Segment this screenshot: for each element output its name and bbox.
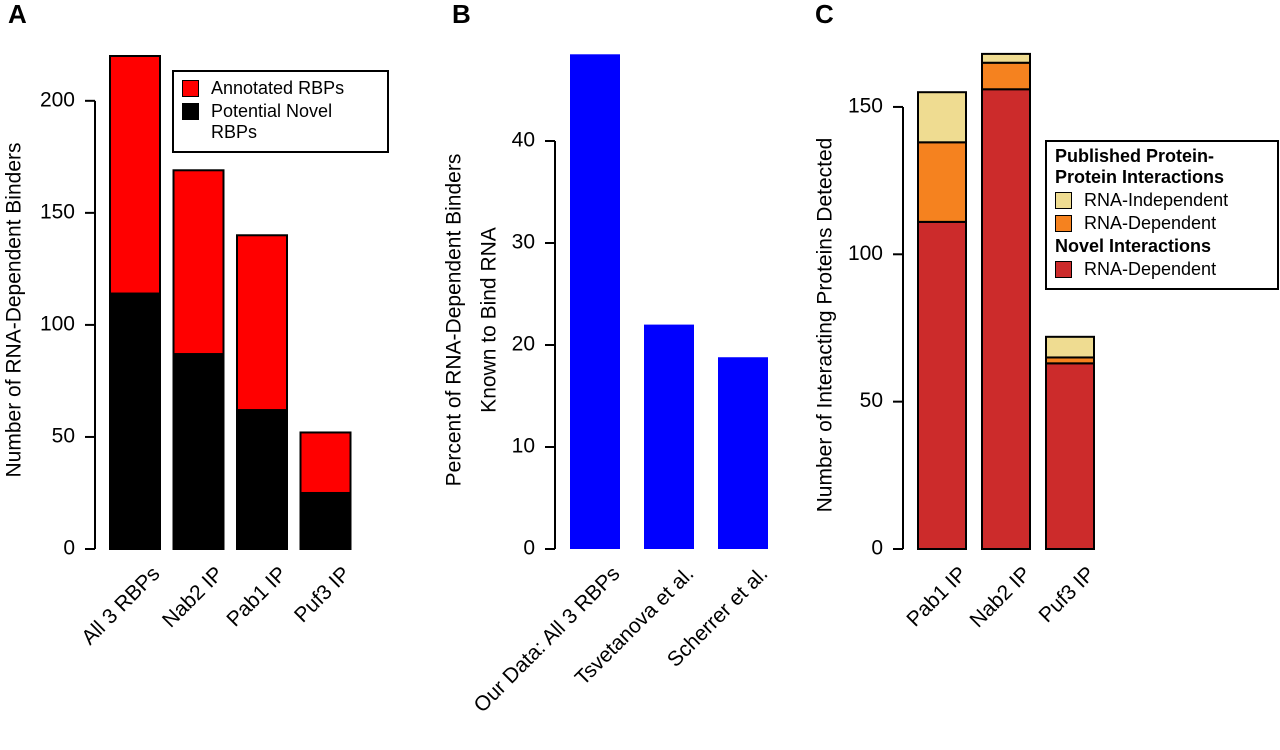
bar-segment — [109, 292, 161, 551]
x-tick-label: All 3 RBPs — [77, 562, 164, 649]
y-tick-label: 20 — [512, 333, 535, 356]
bar-segment — [109, 55, 161, 295]
y-tick-label: 150 — [40, 200, 75, 223]
legend-swatch — [1055, 261, 1072, 278]
y-tick-label: 40 — [512, 129, 535, 152]
panel-label: B — [452, 0, 471, 29]
bar-segment — [1045, 362, 1095, 550]
x-tick-label: Our Data: All 3 RBPs — [470, 562, 625, 717]
y-axis-label: Number of Interacting Proteins Detected — [814, 138, 837, 513]
bar — [718, 357, 768, 549]
bar-segment — [172, 169, 225, 356]
bar-segment — [299, 431, 352, 494]
bar — [644, 324, 694, 549]
legend-label: RNA-Dependent — [1084, 213, 1217, 233]
x-tick-label: Puf3 IP — [290, 562, 355, 627]
legend-swatch — [1055, 215, 1072, 232]
panel-label: A — [8, 0, 27, 29]
bar-segment — [981, 52, 1031, 64]
bar-segment — [172, 353, 225, 551]
x-tick-label: Pab1 IP — [902, 562, 971, 631]
x-tick-label: Puf3 IP — [1034, 562, 1099, 627]
bar-segment — [236, 234, 288, 412]
y-tick-label: 0 — [523, 537, 535, 560]
x-tick-label: Nab2 IP — [966, 562, 1036, 632]
bar-segment — [236, 409, 288, 550]
legend-label: Annotated RBPs — [211, 78, 345, 98]
legend-entry: RNA-Dependent — [1047, 259, 1271, 280]
y-tick-label: 0 — [63, 537, 75, 560]
legend-label: RNA-Independent — [1084, 190, 1229, 210]
y-tick-label: 0 — [871, 537, 883, 560]
y-tick-label: 50 — [860, 389, 883, 412]
y-tick-label: 100 — [40, 312, 75, 335]
legend-heading: Novel Interactions — [1055, 236, 1212, 256]
legend-swatch — [1055, 192, 1072, 209]
x-tick-label: Pab1 IP — [222, 562, 291, 631]
y-axis-label: Known to Bind RNA — [478, 227, 501, 413]
legend-heading: Published Protein-Protein Interactions — [1055, 146, 1225, 187]
bar-segment — [1045, 335, 1095, 359]
bar-segment — [981, 88, 1031, 551]
legend: Published Protein-Protein Interactions RN… — [1045, 140, 1279, 290]
y-axis-label: Number of RNA-Dependent Binders — [3, 143, 26, 478]
x-tick-label: Nab2 IP — [158, 562, 228, 632]
y-tick-label: 150 — [848, 94, 883, 117]
bar-segment — [917, 220, 967, 550]
y-tick-label: 100 — [848, 242, 883, 265]
legend-swatch — [182, 80, 199, 97]
legend-entry: Annotated RBPs — [174, 78, 381, 99]
y-tick-label: 50 — [52, 425, 75, 448]
legend-label: RNA-Dependent — [1084, 259, 1217, 279]
y-tick-label: 200 — [40, 88, 75, 111]
legend-entry: RNA-Dependent — [1047, 213, 1271, 234]
bar-segment — [299, 491, 352, 550]
panel-label: C — [815, 0, 834, 29]
y-tick-label: 30 — [512, 231, 535, 254]
bar-segment — [917, 91, 967, 144]
y-axis-label: Percent of RNA-Dependent Binders — [443, 154, 466, 487]
bar — [570, 54, 620, 550]
legend-label: Potential Novel RBPs — [211, 101, 333, 142]
legend-entry: RNA-Independent — [1047, 190, 1271, 211]
legend-entry: Potential Novel RBPs — [174, 101, 381, 143]
bar-segment — [981, 61, 1031, 91]
y-tick-label: 10 — [512, 435, 535, 458]
bar-segment — [917, 141, 967, 223]
legend: Annotated RBPs Potential Novel RBPs — [172, 70, 389, 153]
legend-swatch — [182, 103, 199, 120]
